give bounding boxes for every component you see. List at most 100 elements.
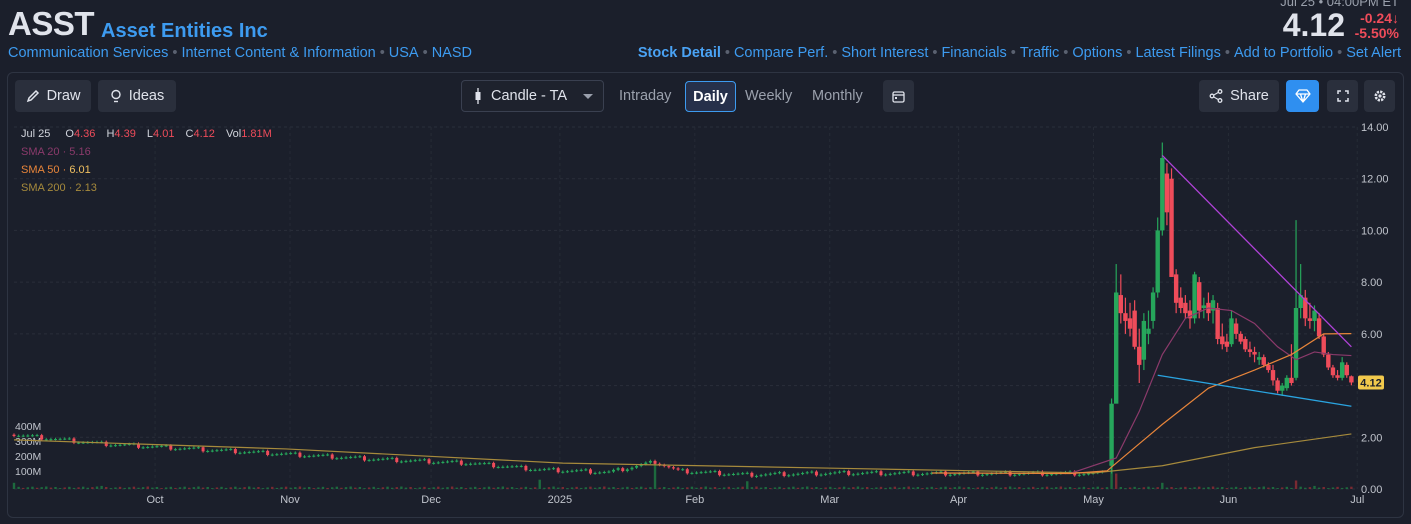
volume-bar bbox=[137, 487, 140, 489]
breadcrumb-industry[interactable]: Internet Content & Information bbox=[181, 45, 376, 61]
candle-body bbox=[376, 459, 380, 461]
chart-type-select[interactable]: Candle - TA bbox=[461, 80, 604, 112]
candle-body bbox=[1087, 473, 1091, 475]
nav-financials[interactable]: Financials bbox=[941, 45, 1007, 61]
candle-body bbox=[307, 456, 311, 458]
candle-body bbox=[362, 456, 366, 461]
nav-add-to-portfolio[interactable]: Add to Portfolio bbox=[1233, 45, 1334, 61]
candle-body bbox=[192, 447, 196, 449]
volume-bar bbox=[22, 487, 25, 489]
volume-bar bbox=[796, 487, 800, 489]
candle-body bbox=[861, 473, 865, 475]
nav-options[interactable]: Options bbox=[1072, 45, 1123, 61]
x-tick-label: Jul bbox=[1350, 494, 1364, 506]
price-tick-label: 2.00 bbox=[1361, 432, 1382, 444]
candle-body bbox=[58, 438, 62, 440]
candle-body bbox=[519, 465, 523, 467]
candle-body bbox=[1192, 274, 1197, 319]
volume-bar bbox=[1013, 487, 1016, 489]
candle-body bbox=[298, 452, 302, 457]
volume-bar bbox=[833, 487, 837, 489]
volume-bar bbox=[695, 487, 698, 489]
volume-bar bbox=[658, 487, 661, 489]
draw-button[interactable]: Draw bbox=[15, 80, 91, 112]
timeframe-weekly[interactable]: Weekly bbox=[745, 88, 793, 104]
candle-body bbox=[266, 450, 270, 455]
settings-button[interactable] bbox=[1364, 80, 1395, 112]
candle-body bbox=[708, 471, 712, 473]
volume-bar bbox=[699, 487, 703, 489]
volume-bar bbox=[667, 488, 671, 489]
breadcrumb-sector[interactable]: Communication Services bbox=[8, 45, 169, 61]
candle-body bbox=[1031, 472, 1035, 474]
volume-bar bbox=[501, 486, 505, 489]
nav-stock-detail[interactable]: Stock Detail bbox=[637, 45, 721, 61]
candle-body bbox=[1266, 364, 1271, 371]
candle-body bbox=[1280, 385, 1285, 391]
candle-body bbox=[372, 459, 376, 461]
candle-body bbox=[782, 472, 786, 476]
volume-bar bbox=[1294, 480, 1298, 489]
candle-body bbox=[828, 473, 832, 475]
volume-bar bbox=[1331, 487, 1335, 489]
volume-bar bbox=[1308, 487, 1312, 489]
volume-bar bbox=[95, 486, 99, 489]
candle-body bbox=[925, 473, 929, 475]
volume-bar bbox=[280, 487, 283, 489]
volume-bar bbox=[26, 487, 30, 489]
nav-latest-filings[interactable]: Latest Filings bbox=[1135, 45, 1221, 61]
volume-bar bbox=[188, 487, 191, 489]
candle-body bbox=[409, 460, 413, 462]
candle-body bbox=[529, 470, 533, 472]
stock-nav: Stock Detail • Compare Perf. • Short Interes… bbox=[637, 45, 1401, 61]
volume-bar bbox=[865, 486, 869, 489]
price-tick-label: 12.00 bbox=[1361, 174, 1389, 186]
volume-bar bbox=[404, 487, 408, 489]
candle-body bbox=[607, 471, 611, 473]
timeframe-daily[interactable]: Daily bbox=[685, 81, 736, 112]
candle-body bbox=[731, 474, 735, 476]
volume-bar bbox=[215, 487, 219, 489]
date-range-button[interactable] bbox=[883, 80, 914, 112]
company-name-link[interactable]: Asset Entities Inc bbox=[101, 20, 268, 42]
nav-set-alert[interactable]: Set Alert bbox=[1346, 45, 1401, 61]
volume-bar bbox=[778, 486, 781, 489]
volume-bar bbox=[492, 487, 495, 489]
ideas-button[interactable]: Ideas bbox=[98, 80, 176, 112]
legend-sma200: SMA 200 · 2.13 bbox=[21, 182, 97, 194]
breadcrumb-exchange[interactable]: NASD bbox=[431, 45, 472, 61]
volume-bar bbox=[898, 487, 901, 489]
candle-body bbox=[1233, 323, 1239, 334]
volume-bar bbox=[68, 486, 71, 489]
volume-bar bbox=[944, 486, 947, 489]
timeframe-monthly[interactable]: Monthly bbox=[812, 88, 863, 104]
premium-button[interactable] bbox=[1286, 80, 1319, 112]
share-button[interactable]: Share bbox=[1199, 80, 1279, 112]
nav-compare-perf[interactable]: Compare Perf. bbox=[733, 45, 829, 61]
volume-bar bbox=[483, 487, 486, 489]
nav-short-interest[interactable]: Short Interest bbox=[841, 45, 929, 61]
nav-traffic[interactable]: Traffic bbox=[1019, 45, 1060, 61]
candle-body bbox=[432, 462, 436, 464]
volume-bar bbox=[390, 487, 394, 489]
volume-bar bbox=[224, 487, 228, 489]
candle-body bbox=[893, 473, 897, 475]
candle-body bbox=[911, 471, 915, 476]
candle-body bbox=[570, 470, 574, 472]
breadcrumb-country[interactable]: USA bbox=[388, 45, 419, 61]
volume-bar bbox=[77, 487, 80, 489]
volume-bar bbox=[220, 486, 223, 489]
timeframe-intraday[interactable]: Intraday bbox=[619, 88, 672, 104]
volume-bar bbox=[764, 486, 767, 489]
volume-bar bbox=[1138, 487, 1141, 489]
volume-bar bbox=[746, 481, 749, 489]
volume-bar bbox=[409, 486, 412, 489]
candle-body bbox=[579, 469, 583, 471]
fullscreen-button[interactable] bbox=[1327, 80, 1358, 112]
candle-body bbox=[1210, 300, 1216, 311]
volume-bar bbox=[1078, 487, 1081, 489]
candle-body bbox=[441, 461, 445, 463]
candle-body bbox=[229, 449, 233, 451]
calendar-icon bbox=[892, 90, 905, 103]
